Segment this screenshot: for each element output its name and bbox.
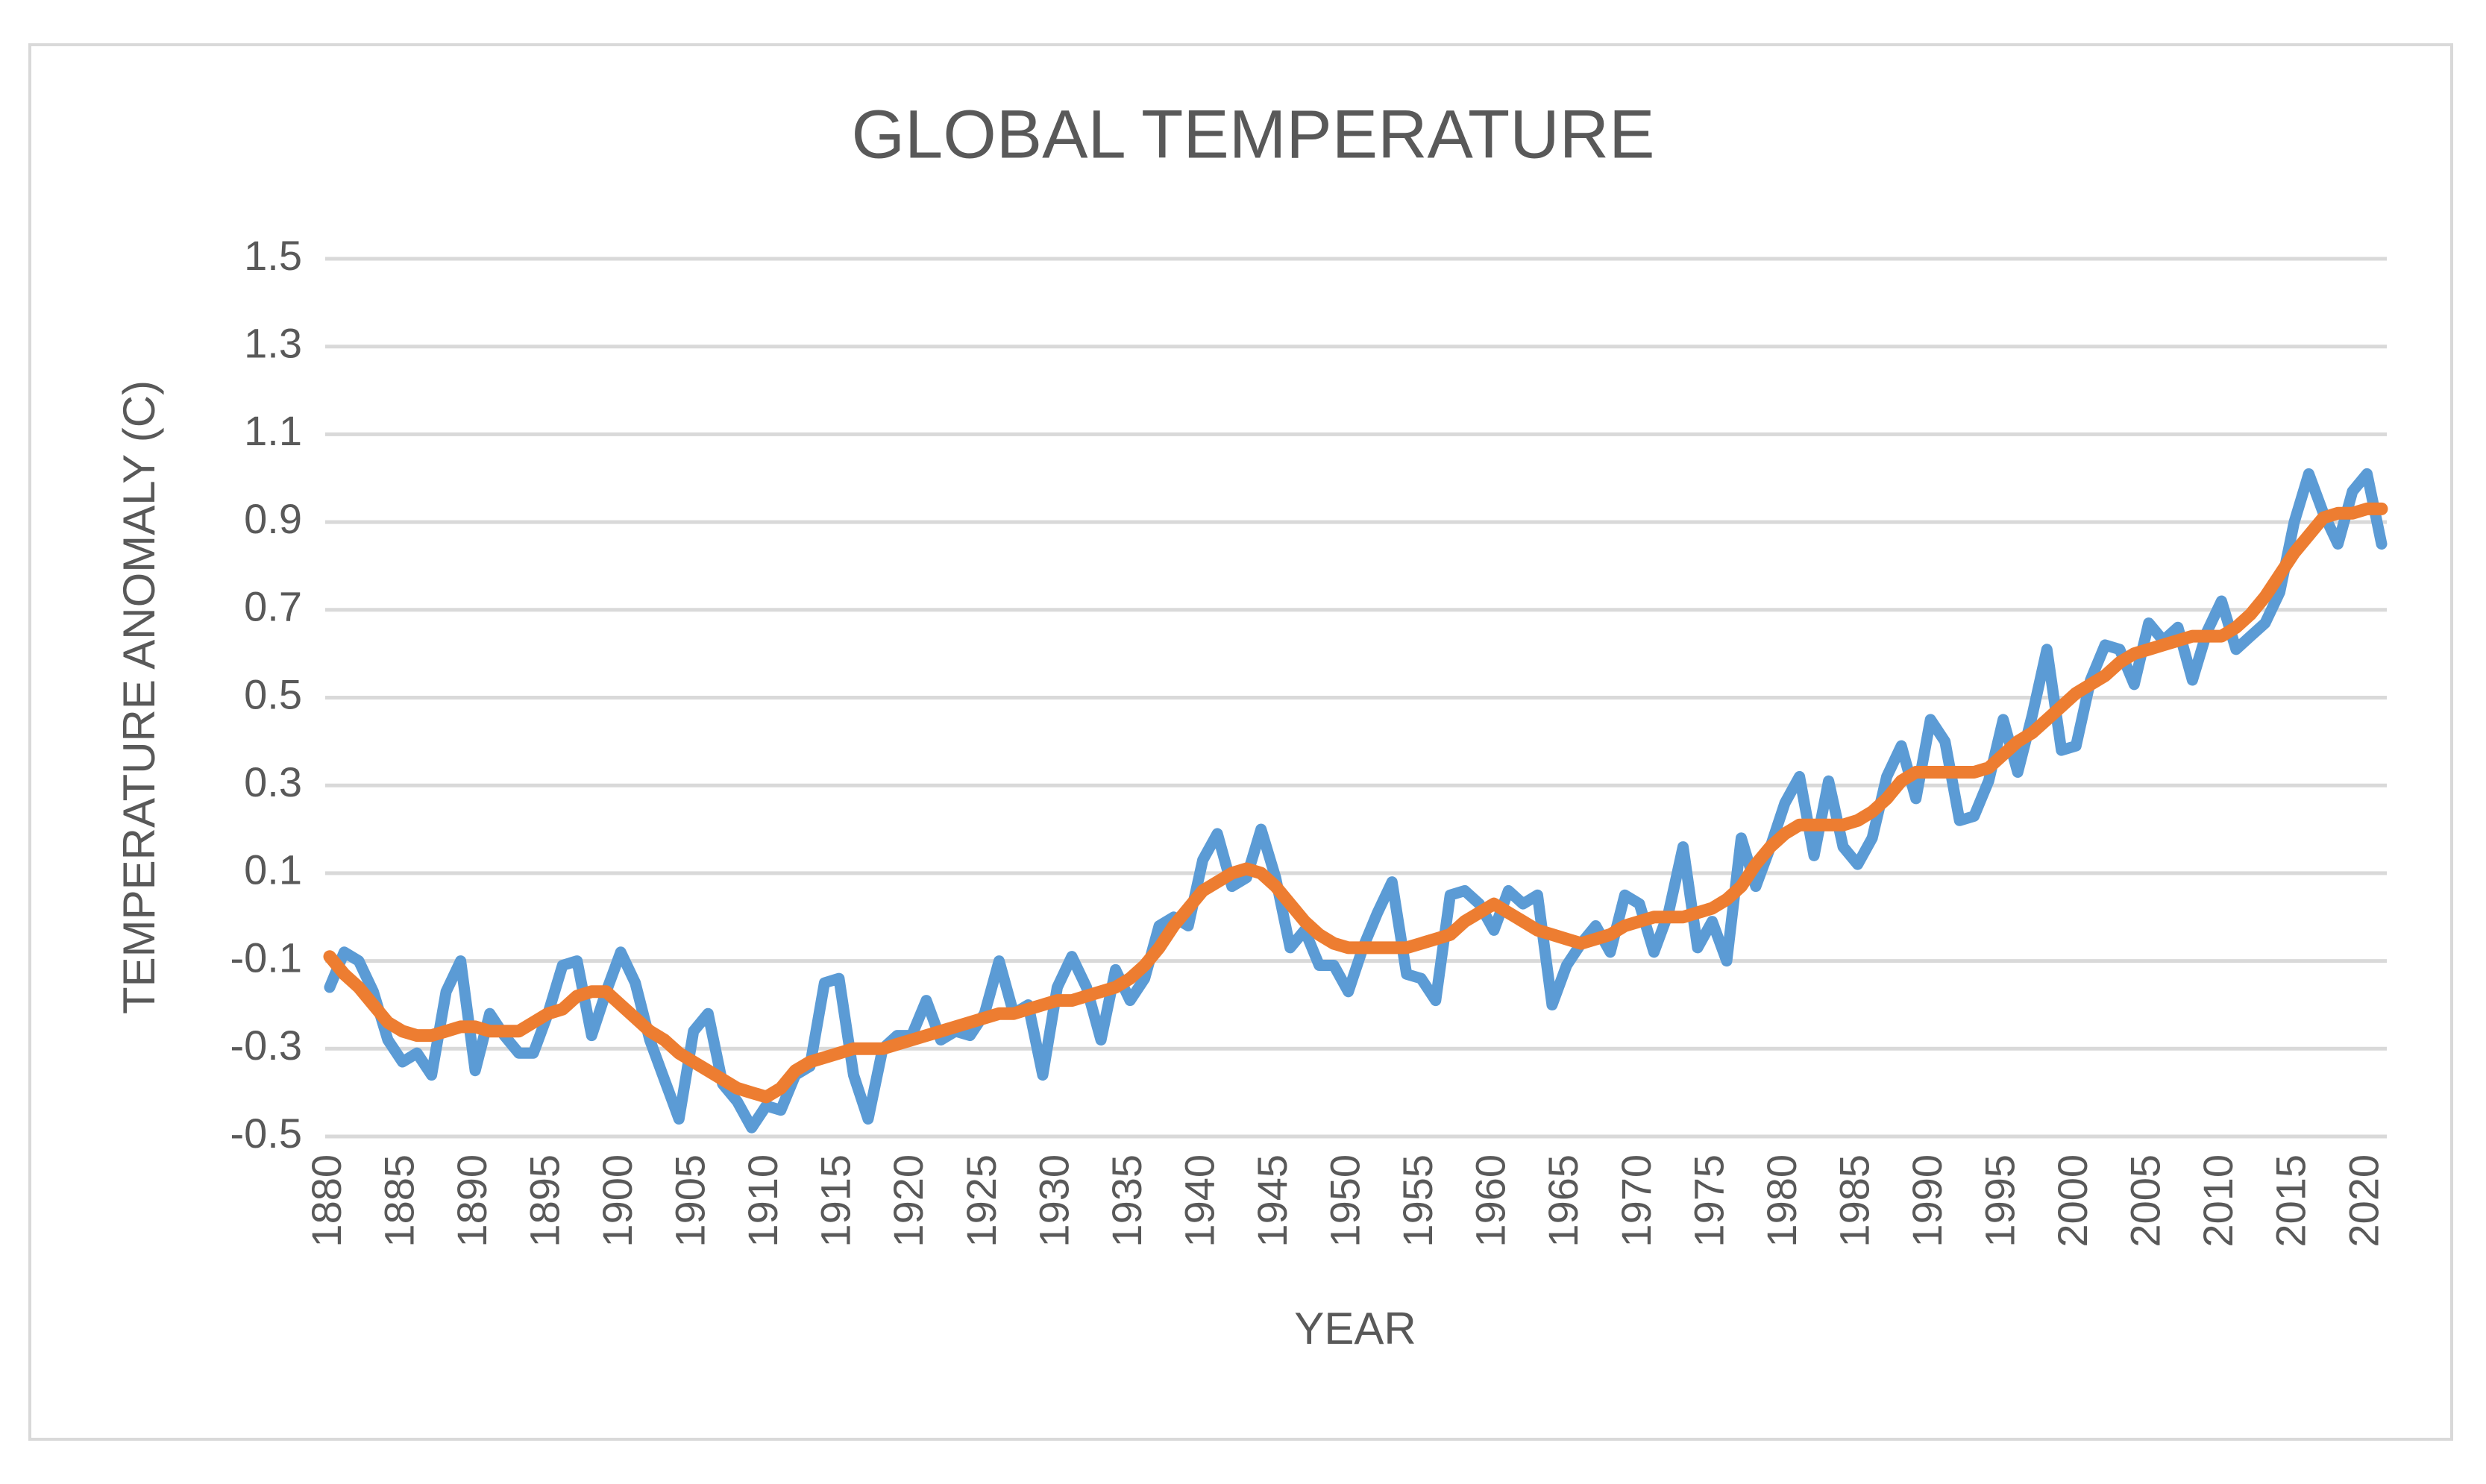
x-tick-label: 1885 bbox=[375, 1154, 422, 1248]
y-tick-label: 0.3 bbox=[244, 758, 302, 805]
y-tick-label: 0.9 bbox=[244, 495, 302, 542]
x-tick-label: 1910 bbox=[739, 1154, 786, 1248]
x-tick-label: 1880 bbox=[303, 1154, 350, 1248]
y-tick-label: 1.1 bbox=[244, 407, 302, 454]
x-tick-label: 1960 bbox=[1467, 1154, 1514, 1248]
x-tick-label: 1895 bbox=[521, 1154, 568, 1248]
y-tick-label: -0.3 bbox=[230, 1022, 303, 1069]
y-tick-label: 0.1 bbox=[244, 846, 302, 893]
x-tick-label: 1990 bbox=[1903, 1154, 1950, 1248]
x-tick-label: 2020 bbox=[2340, 1154, 2387, 1248]
x-tick-label: 1995 bbox=[1977, 1154, 2024, 1248]
x-tick-label: 1955 bbox=[1394, 1154, 1441, 1248]
y-tick-label: -0.1 bbox=[230, 934, 303, 981]
x-tick-label: 1905 bbox=[667, 1154, 714, 1248]
x-tick-label: 2015 bbox=[2267, 1154, 2314, 1248]
y-tick-label: -0.5 bbox=[230, 1110, 303, 1157]
x-tick-label: 2000 bbox=[2049, 1154, 2096, 1248]
y-axis-title: TEMPERATURE ANOMALY (C) bbox=[114, 380, 164, 1014]
series-line bbox=[323, 502, 2388, 1104]
series-line bbox=[324, 468, 2388, 1134]
chart-border bbox=[28, 43, 2453, 1441]
x-tick-label: 1975 bbox=[1685, 1154, 1732, 1248]
x-tick-label: 1925 bbox=[958, 1154, 1005, 1248]
x-tick-label: 2005 bbox=[2122, 1154, 2169, 1248]
x-tick-label: 1970 bbox=[1613, 1154, 1660, 1248]
x-tick-label: 1900 bbox=[594, 1154, 641, 1248]
x-tick-label: 1945 bbox=[1249, 1154, 1296, 1248]
x-tick-label: 1915 bbox=[812, 1154, 859, 1248]
x-tick-label: 1930 bbox=[1030, 1154, 1077, 1248]
x-tick-label: 2010 bbox=[2194, 1154, 2241, 1248]
y-tick-label: 1.5 bbox=[244, 232, 302, 279]
y-tick-label: 1.3 bbox=[244, 319, 302, 366]
x-tick-label: 1935 bbox=[1103, 1154, 1150, 1248]
y-tick-label: 0.7 bbox=[244, 583, 302, 630]
x-tick-label: 1950 bbox=[1322, 1154, 1369, 1248]
x-tick-label: 1965 bbox=[1539, 1154, 1586, 1248]
x-tick-label: 1920 bbox=[885, 1154, 932, 1248]
y-tick-label: 0.5 bbox=[244, 670, 302, 717]
x-tick-label: 1980 bbox=[1758, 1154, 1805, 1248]
x-tick-label: 1985 bbox=[1830, 1154, 1877, 1248]
x-tick-label: 1940 bbox=[1175, 1154, 1222, 1248]
chart-title: GLOBAL TEMPERATURE bbox=[851, 96, 1654, 172]
x-axis-title: YEAR bbox=[1294, 1304, 1416, 1353]
x-tick-label: 1890 bbox=[448, 1154, 495, 1248]
